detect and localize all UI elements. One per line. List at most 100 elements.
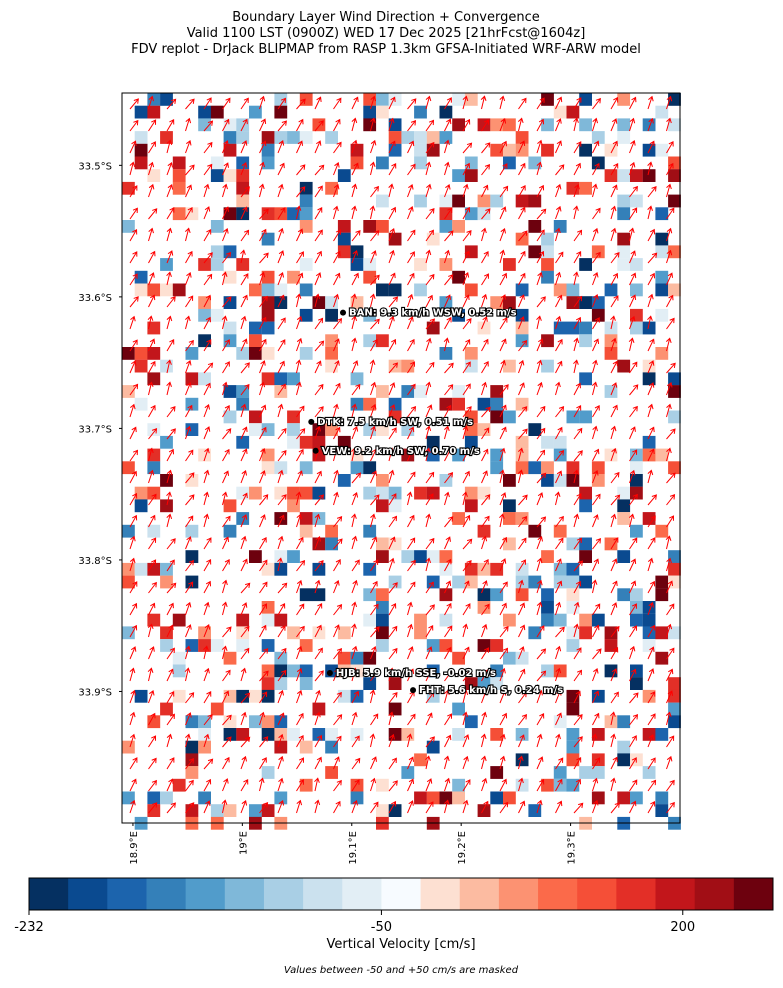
wind-arrow bbox=[592, 558, 600, 572]
wind-arrow bbox=[185, 515, 194, 528]
wind-arrow bbox=[647, 360, 655, 374]
station-point bbox=[326, 670, 333, 677]
wind-arrow bbox=[462, 250, 470, 264]
wind-arrow bbox=[240, 383, 250, 396]
wind-arrow bbox=[481, 338, 489, 352]
wind-arrow bbox=[185, 624, 192, 638]
wind-arrow bbox=[462, 183, 469, 198]
wind-arrow bbox=[333, 272, 341, 286]
field-cell bbox=[668, 283, 681, 297]
field-cell bbox=[655, 804, 669, 817]
wind-arrow bbox=[277, 403, 284, 418]
field-cell bbox=[312, 118, 326, 132]
wind-arrow bbox=[647, 537, 656, 550]
wind-arrow bbox=[425, 381, 432, 396]
field-cell bbox=[376, 550, 389, 563]
field-cell bbox=[274, 791, 288, 805]
field-cell bbox=[134, 105, 148, 119]
field-cell bbox=[515, 334, 529, 348]
field-cell bbox=[541, 359, 554, 373]
field-cell bbox=[630, 677, 643, 690]
wind-arrow bbox=[629, 161, 636, 176]
field-cell bbox=[325, 296, 338, 309]
field-cell bbox=[617, 118, 631, 132]
wind-arrow bbox=[333, 447, 339, 462]
wind-arrow bbox=[444, 118, 452, 132]
field-cell bbox=[452, 728, 465, 741]
wind-arrow bbox=[444, 249, 451, 264]
wind-arrow bbox=[388, 183, 394, 198]
field-cell bbox=[464, 435, 478, 449]
wind-arrow bbox=[388, 117, 395, 132]
y-tick-label: 33.6°S bbox=[78, 293, 112, 304]
field-cell bbox=[261, 601, 275, 614]
x-tick-label: 19.1°E bbox=[348, 831, 359, 865]
field-cell bbox=[210, 308, 224, 322]
wind-arrow bbox=[481, 558, 489, 572]
field-cell bbox=[147, 804, 161, 817]
wind-arrow bbox=[314, 272, 322, 286]
field-cell bbox=[172, 181, 186, 195]
wind-arrow bbox=[629, 779, 638, 792]
wind-arrow bbox=[555, 558, 562, 572]
station-label: BAN: 9.3 km/h WSW, 0.52 m/s bbox=[349, 308, 517, 319]
field-cell bbox=[134, 397, 148, 411]
field-cell bbox=[503, 143, 516, 157]
field-cell bbox=[376, 778, 389, 792]
field-cell bbox=[541, 118, 554, 132]
wind-arrow bbox=[536, 601, 543, 616]
field-cell bbox=[350, 791, 364, 805]
wind-arrow bbox=[647, 557, 654, 572]
wind-arrow bbox=[296, 164, 306, 176]
field-cell bbox=[515, 588, 529, 602]
wind-arrow bbox=[666, 162, 674, 176]
wind-arrow bbox=[592, 514, 599, 528]
wind-arrow bbox=[407, 316, 414, 330]
field-cell bbox=[617, 258, 631, 271]
wind-arrow bbox=[573, 316, 582, 330]
field-cell bbox=[223, 131, 237, 144]
field-cell bbox=[668, 562, 681, 576]
wind-arrow bbox=[277, 183, 284, 198]
field-cell bbox=[642, 613, 656, 627]
wind-arrow bbox=[166, 207, 175, 220]
wind-arrow bbox=[185, 382, 192, 396]
field-cell bbox=[223, 169, 237, 182]
wind-arrow bbox=[610, 558, 618, 572]
wind-arrow bbox=[462, 538, 473, 550]
wind-arrow bbox=[185, 536, 192, 550]
wind-arrow bbox=[555, 205, 562, 220]
field-cell bbox=[325, 537, 338, 551]
wind-arrow bbox=[222, 206, 230, 220]
wind-arrow bbox=[351, 293, 357, 308]
wind-arrow bbox=[388, 228, 396, 242]
wind-arrow bbox=[277, 449, 287, 462]
wind-arrow bbox=[555, 449, 565, 462]
field-cell bbox=[464, 93, 478, 106]
field-cell bbox=[566, 626, 580, 640]
field-cell bbox=[122, 791, 135, 805]
wind-arrow bbox=[573, 117, 579, 132]
field-cell bbox=[553, 435, 567, 449]
field-cell bbox=[503, 156, 516, 170]
field-cell bbox=[337, 435, 351, 449]
wind-arrow bbox=[259, 648, 269, 660]
field-cell bbox=[363, 308, 377, 322]
field-cell bbox=[210, 156, 224, 170]
wind-arrow bbox=[185, 404, 193, 418]
colorbar-cell bbox=[459, 878, 500, 910]
wind-arrow bbox=[425, 755, 431, 770]
wind-arrow bbox=[610, 625, 620, 638]
wind-arrow bbox=[370, 646, 377, 660]
wind-arrow bbox=[666, 95, 673, 110]
wind-arrow bbox=[351, 403, 358, 418]
wind-arrow bbox=[407, 251, 415, 264]
wind-arrow bbox=[462, 338, 471, 352]
wind-arrow bbox=[314, 360, 322, 374]
colorbar-cell bbox=[538, 878, 578, 910]
wind-arrow bbox=[259, 711, 266, 726]
wind-arrow bbox=[629, 272, 637, 286]
field-cell bbox=[668, 677, 681, 690]
wind-arrow bbox=[462, 755, 469, 770]
wind-arrow bbox=[665, 337, 672, 352]
